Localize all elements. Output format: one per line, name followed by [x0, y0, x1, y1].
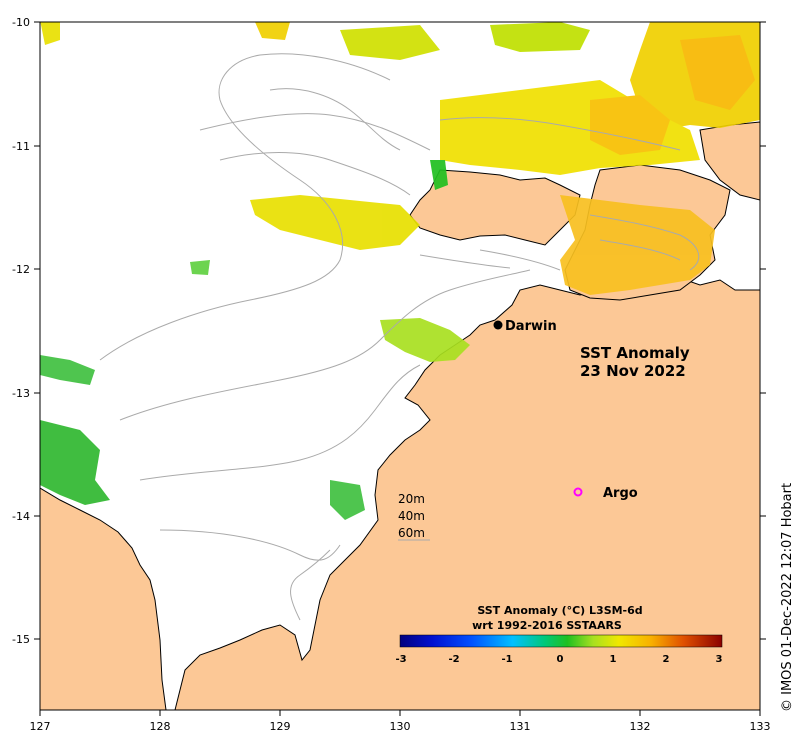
sst-data-patches: [40, 22, 760, 520]
darwin-marker-icon: [493, 320, 503, 330]
svg-text:-15: -15: [12, 633, 30, 646]
svg-text:133: 133: [750, 720, 771, 733]
svg-text:0: 0: [557, 654, 564, 665]
lat-tick-minus14: -14: [12, 510, 766, 523]
credit-text: © IMOS 01-Dec-2022 12:07 Hobart: [780, 483, 795, 712]
svg-text:127: 127: [30, 720, 51, 733]
depth-legend: 20m 40m 60m: [398, 492, 430, 541]
svg-text:-12: -12: [12, 263, 30, 276]
lon-tick-128: 128: [150, 710, 171, 733]
map-title-line2: 23 Nov 2022: [580, 362, 686, 380]
colorbar-ticks: -3 -2 -1 0 1 2 3: [395, 654, 722, 665]
svg-text:131: 131: [510, 720, 531, 733]
lon-axis: 127 128 129 130 131 132 133: [30, 710, 771, 733]
bathymetry-contours: [99, 53, 700, 621]
svg-text:-2: -2: [448, 654, 459, 665]
svg-text:2: 2: [663, 654, 670, 665]
lon-tick-127: 127: [30, 710, 51, 733]
svg-text:-11: -11: [12, 140, 30, 153]
lat-tick-minus15: -15: [12, 633, 766, 646]
map-title-line1: SST Anomaly: [580, 344, 690, 362]
colorbar-title-line1: SST Anomaly (°C) L3SM-6d: [477, 604, 642, 617]
svg-text:132: 132: [630, 720, 651, 733]
colorbar-title-line2: wrt 1992-2016 SSTAARS: [472, 619, 622, 632]
lat-tick-minus10: -10: [12, 16, 766, 29]
lat-tick-minus11: -11: [12, 140, 766, 153]
lat-axis: -10 -11 -12 -13 -14 -15: [12, 16, 766, 646]
colorbar: SST Anomaly (°C) L3SM-6d wrt 1992-2016 S…: [395, 604, 722, 665]
depth-legend-60m: 60m: [398, 526, 425, 540]
argo-float-marker-icon: [573, 487, 583, 497]
svg-text:-10: -10: [12, 16, 30, 29]
svg-text:128: 128: [150, 720, 171, 733]
svg-text:-3: -3: [395, 654, 406, 665]
depth-legend-40m: 40m: [398, 509, 425, 523]
place-label-darwin: Darwin: [505, 319, 557, 334]
lat-tick-minus13: -13: [12, 387, 766, 400]
lon-tick-130: 130: [390, 710, 411, 733]
lon-tick-132: 132: [630, 710, 651, 733]
lon-tick-131: 131: [510, 710, 531, 733]
svg-text:-14: -14: [12, 510, 30, 523]
svg-text:1: 1: [610, 654, 617, 665]
place-label-argo: Argo: [603, 486, 638, 501]
svg-text:-13: -13: [12, 387, 30, 400]
colorbar-gradient: [399, 634, 723, 648]
lat-tick-minus12: -12: [12, 263, 766, 276]
depth-legend-20m: 20m: [398, 492, 425, 506]
svg-text:3: 3: [716, 654, 723, 665]
svg-text:130: 130: [390, 720, 411, 733]
lon-tick-129: 129: [270, 710, 291, 733]
svg-text:-1: -1: [501, 654, 512, 665]
lon-tick-133: 133: [750, 710, 771, 733]
svg-text:129: 129: [270, 720, 291, 733]
